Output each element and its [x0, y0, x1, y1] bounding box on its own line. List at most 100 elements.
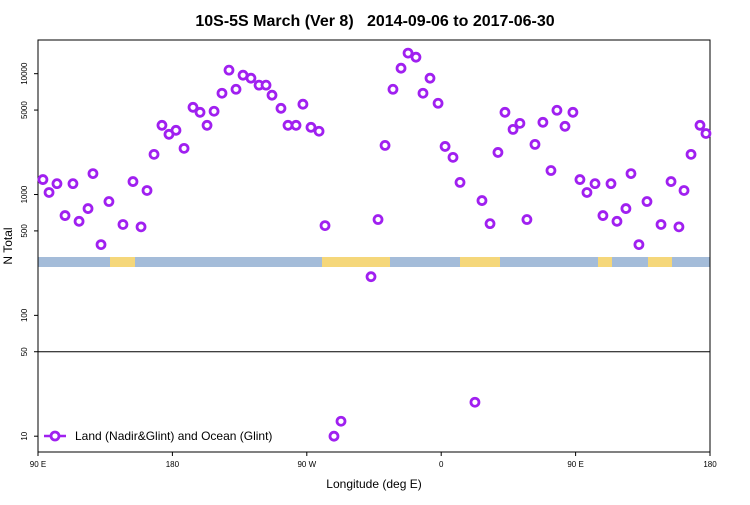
data-point: [178, 142, 190, 154]
data-point: [514, 117, 526, 129]
data-point: [297, 98, 309, 110]
data-point: [641, 196, 653, 207]
x-tick-label: 90 E: [567, 460, 583, 469]
data-point: [59, 210, 71, 221]
data-point: [201, 119, 213, 131]
data-point: [432, 97, 444, 109]
data-point: [208, 105, 220, 117]
data-point: [424, 72, 436, 84]
data-point: [551, 104, 563, 116]
data-point: [37, 174, 49, 185]
data-point: [260, 79, 272, 91]
data-point: [319, 220, 331, 232]
legend-label: Land (Nadir&Glint) and Ocean (Glint): [75, 429, 272, 443]
data-point: [290, 119, 302, 131]
data-point: [372, 214, 384, 225]
data-point: [665, 176, 677, 187]
data-point: [328, 430, 340, 442]
legend-marker: [49, 430, 61, 442]
data-point: [499, 106, 511, 118]
map-land: [648, 257, 672, 267]
data-point: [216, 87, 228, 99]
data-point: [170, 124, 182, 136]
data-point: [678, 185, 690, 196]
data-point: [567, 106, 579, 118]
data-point: [655, 219, 667, 230]
data-point: [148, 148, 160, 160]
data-point: [620, 203, 632, 214]
y-tick-label: 10: [20, 431, 29, 440]
data-point: [700, 128, 712, 139]
data-point: [51, 178, 63, 190]
map-land: [598, 257, 612, 267]
x-axis-label: Longitude (deg E): [326, 477, 421, 491]
data-point: [67, 178, 79, 190]
data-point: [417, 87, 429, 99]
data-point: [492, 147, 504, 158]
data-point: [395, 62, 407, 74]
data-point: [476, 195, 488, 206]
data-point: [230, 83, 242, 95]
y-axis-label: N Total: [1, 227, 15, 264]
map-land: [460, 257, 500, 267]
x-tick-label: 180: [166, 460, 180, 469]
data-point: [559, 120, 571, 132]
data-point: [529, 138, 541, 150]
y-tick-label: 5000: [20, 101, 29, 119]
data-point: [387, 83, 399, 95]
data-point: [95, 239, 107, 251]
y-tick-label: 1000: [20, 185, 29, 203]
data-point: [313, 125, 325, 137]
data-point: [365, 271, 377, 283]
data-point: [335, 415, 347, 427]
data-point: [507, 123, 519, 135]
data-point: [305, 121, 317, 133]
data-point: [685, 148, 697, 160]
data-point: [103, 196, 115, 207]
data-point: [275, 102, 287, 114]
x-tick-label: 90 W: [297, 460, 316, 469]
y-tick-label: 100: [20, 308, 29, 322]
data-point: [537, 116, 549, 128]
map-land: [322, 257, 390, 267]
data-point: [673, 221, 685, 233]
data-point: [402, 47, 414, 59]
data-point: [484, 218, 496, 230]
data-point: [135, 221, 147, 233]
data-point: [127, 176, 139, 187]
y-tick-label: 10000: [20, 62, 29, 85]
data-point: [43, 187, 55, 198]
data-point: [633, 239, 645, 251]
data-point: [245, 72, 257, 84]
data-point: [447, 151, 459, 163]
data-point: [469, 396, 481, 408]
data-point: [597, 210, 609, 221]
plot-frame: [37, 39, 711, 453]
data-point: [454, 176, 466, 188]
data-point: [266, 89, 278, 101]
map-land: [110, 257, 135, 267]
data-point: [605, 178, 617, 190]
data-point: [194, 106, 206, 118]
data-point: [73, 215, 85, 227]
data-point: [439, 141, 451, 152]
data-point: [187, 101, 199, 113]
data-point: [545, 165, 557, 176]
data-point: [694, 119, 706, 131]
data-point: [223, 64, 235, 76]
y-tick-label: 50: [20, 347, 29, 356]
data-point: [156, 119, 168, 131]
data-point: [379, 139, 391, 151]
y-tick-label: 500: [20, 224, 29, 238]
data-point: [589, 178, 601, 190]
data-point: [625, 168, 637, 179]
x-tick-label: 90 E: [30, 460, 46, 469]
data-point: [82, 203, 94, 214]
data-point: [141, 185, 153, 196]
data-point: [87, 168, 99, 179]
data-point: [117, 219, 129, 230]
x-tick-label: 0: [439, 460, 444, 469]
chart-title: 10S-5S March (Ver 8) 2014-09-06 to 2017-…: [195, 13, 554, 30]
